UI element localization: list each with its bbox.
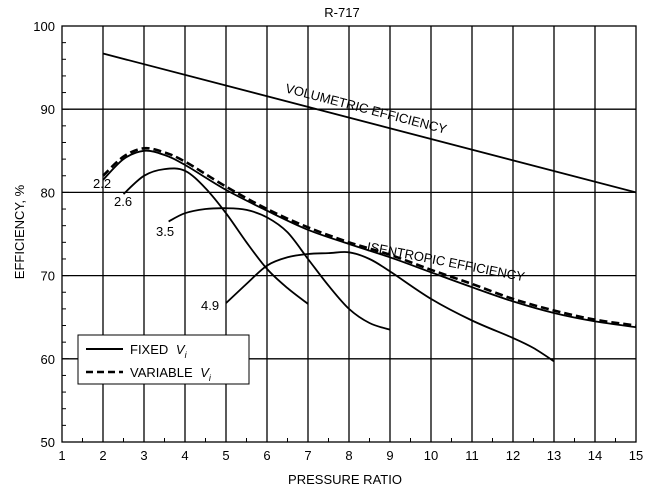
x-tick-label: 3 (140, 448, 147, 463)
y-tick-label: 80 (41, 185, 55, 200)
x-tick-label: 9 (386, 448, 393, 463)
legend-fixed-label: FIXED Vi (130, 342, 188, 360)
x-tick-label: 10 (424, 448, 438, 463)
y-tick-label: 70 (41, 269, 55, 284)
series-group (102, 52, 637, 363)
x-tick-label: 1 (58, 448, 65, 463)
x-tick-label: 2 (99, 448, 106, 463)
series-line-2-6 (122, 167, 309, 305)
x-tick-label: 8 (345, 448, 352, 463)
legend: FIXED Vi VARIABLE Vi (77, 334, 250, 385)
x-tick-label: 14 (588, 448, 602, 463)
chart-title: R-717 (324, 5, 359, 20)
x-tick-label: 6 (263, 448, 270, 463)
legend-box (77, 334, 250, 385)
x-tick-label: 7 (304, 448, 311, 463)
x-tick-label: 13 (547, 448, 561, 463)
curve-label-2-6: 2.6 (114, 194, 132, 209)
series-line-3-5 (168, 207, 391, 331)
y-tick-label: 50 (41, 435, 55, 450)
x-tick-label: 4 (181, 448, 188, 463)
series-line-4-9 (225, 251, 555, 363)
y-axis-label: EFFICIENCY, % (12, 184, 27, 279)
x-tick-label: 15 (629, 448, 643, 463)
x-tick-label: 12 (506, 448, 520, 463)
x-tick-label: 11 (465, 448, 479, 463)
x-tick-label: 5 (222, 448, 229, 463)
curve-label-4-9: 4.9 (201, 298, 219, 313)
y-tick-label: 60 (41, 352, 55, 367)
series-line-variable (102, 146, 637, 327)
grid (62, 26, 636, 442)
curve-label-2-2: 2.2 (93, 176, 111, 191)
legend-variable-label: VARIABLE Vi (130, 365, 212, 383)
series-line-volumetric-efficiency (102, 52, 637, 194)
series-line-2-2 (102, 149, 637, 329)
x-axis-label: PRESSURE RATIO (288, 472, 402, 487)
y-tick-label: 90 (41, 102, 55, 117)
curve-label-3-5: 3.5 (156, 224, 174, 239)
y-tick-label: 100 (33, 19, 55, 34)
